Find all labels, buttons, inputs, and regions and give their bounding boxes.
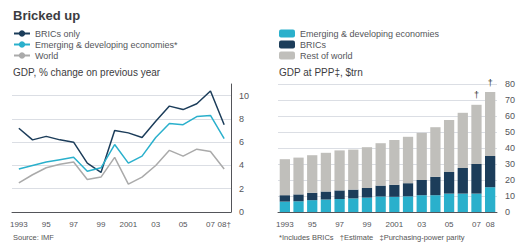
svg-text:20: 20 xyxy=(505,175,515,185)
svg-text:08†: 08† xyxy=(217,220,230,229)
svg-text:99: 99 xyxy=(97,220,106,229)
svg-text:03: 03 xyxy=(151,220,160,229)
svg-text:10: 10 xyxy=(505,191,515,201)
svg-text:05: 05 xyxy=(445,220,454,229)
svg-text:0: 0 xyxy=(505,207,510,217)
svg-text:10: 10 xyxy=(239,91,249,101)
svg-text:2001: 2001 xyxy=(119,220,137,229)
svg-text:40: 40 xyxy=(505,143,515,153)
svg-text:99: 99 xyxy=(363,220,372,229)
svg-text:97: 97 xyxy=(69,220,78,229)
svg-text:70: 70 xyxy=(505,95,515,105)
svg-text:2: 2 xyxy=(239,184,244,194)
svg-text:1993: 1993 xyxy=(276,220,294,229)
svg-text:07: 07 xyxy=(472,220,481,229)
svg-text:07: 07 xyxy=(206,220,215,229)
svg-text:Source: IMF: Source: IMF xyxy=(13,233,54,242)
svg-text:Emerging & developing economie: Emerging & developing economies* xyxy=(35,40,178,50)
svg-text:05: 05 xyxy=(179,220,188,229)
svg-text:BRICs: BRICs xyxy=(300,40,327,50)
svg-text:Rest of world: Rest of world xyxy=(300,51,353,61)
svg-text:03: 03 xyxy=(417,220,426,229)
svg-text:GDP, % change on previous year: GDP, % change on previous year xyxy=(13,67,161,78)
svg-text:97: 97 xyxy=(335,220,344,229)
svg-text:GDP at PPP‡, $trn: GDP at PPP‡, $trn xyxy=(279,67,363,78)
svg-text:BRICs only: BRICs only xyxy=(35,29,81,39)
svg-text:Emerging & developing economie: Emerging & developing economies xyxy=(300,29,440,39)
svg-text:†: † xyxy=(488,78,493,88)
svg-text:30: 30 xyxy=(505,159,515,169)
svg-text:08: 08 xyxy=(486,220,495,229)
svg-text:60: 60 xyxy=(505,111,515,121)
svg-text:0: 0 xyxy=(239,207,244,217)
svg-text:2001: 2001 xyxy=(385,220,403,229)
svg-text:1993: 1993 xyxy=(10,220,28,229)
svg-text:†: † xyxy=(474,90,479,100)
svg-text:6: 6 xyxy=(239,137,244,147)
svg-text:95: 95 xyxy=(42,220,51,229)
svg-text:80: 80 xyxy=(505,79,515,89)
svg-text:*Includes BRICs †Estimate: *Includes BRICs †Estimate ‡Purchasing-po… xyxy=(279,233,465,242)
svg-text:Bricked up: Bricked up xyxy=(13,8,80,23)
svg-text:8: 8 xyxy=(239,114,244,124)
svg-text:4: 4 xyxy=(239,160,244,170)
svg-text:50: 50 xyxy=(505,127,515,137)
svg-text:95: 95 xyxy=(308,220,317,229)
svg-text:World: World xyxy=(35,51,58,61)
